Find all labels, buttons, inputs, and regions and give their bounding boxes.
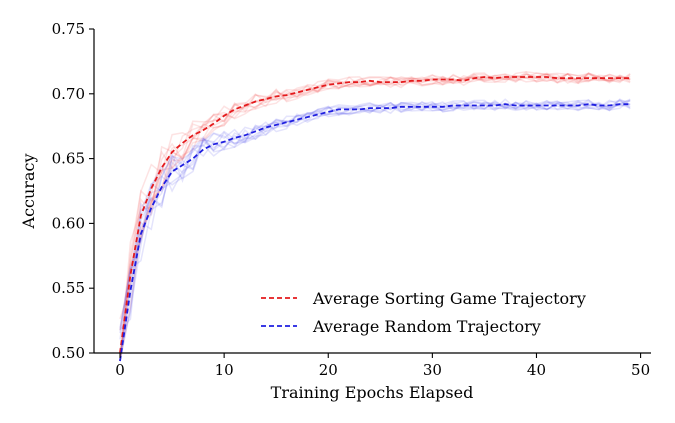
sorting-game-run-line <box>119 72 631 362</box>
random-run-line <box>119 98 631 334</box>
random-run-line <box>119 98 631 328</box>
y-tick-label: 0.65 <box>52 150 85 168</box>
x-tick-label: 30 <box>423 361 442 379</box>
y-axis-title: Accuracy <box>19 154 38 230</box>
sorting-game-run-line <box>119 72 631 362</box>
random-run-line <box>119 99 631 330</box>
legend: Average Sorting Game Trajectory Average … <box>261 289 586 336</box>
sorting-game-run-line <box>119 73 631 362</box>
x-ticks: 0 10 20 30 40 50 <box>115 353 650 379</box>
individual-runs <box>119 71 631 362</box>
y-tick-label: 0.70 <box>52 85 85 103</box>
average-sorting-game-line <box>119 76 631 354</box>
random-run-line <box>119 98 631 331</box>
sorting-game-run-line <box>119 73 631 362</box>
y-tick-label: 0.55 <box>52 279 85 297</box>
y-tick-label: 0.60 <box>52 214 85 232</box>
x-axis-title: Training Epochs Elapsed <box>271 383 474 402</box>
x-tick-label: 10 <box>215 361 234 379</box>
sorting-game-run-line <box>119 71 631 331</box>
legend-label-random: Average Random Trajectory <box>312 317 541 336</box>
sorting-game-run-line <box>119 72 631 362</box>
random-run-line <box>119 99 631 362</box>
random-run-line <box>119 101 631 362</box>
x-tick-label: 0 <box>115 361 125 379</box>
x-tick-label: 40 <box>527 361 546 379</box>
y-tick-label: 0.75 <box>52 20 85 38</box>
y-ticks: 0.50 0.55 0.60 0.65 0.70 0.75 <box>52 20 94 362</box>
x-tick-label: 20 <box>319 361 338 379</box>
legend-label-sorting: Average Sorting Game Trajectory <box>312 289 586 308</box>
x-tick-label: 50 <box>631 361 650 379</box>
average-trajectories <box>119 76 631 362</box>
random-run-line <box>119 100 631 340</box>
sorting-game-run-line <box>119 72 631 354</box>
average-random-line <box>119 103 631 362</box>
sorting-game-run-line <box>119 71 631 320</box>
random-run-line <box>119 98 631 362</box>
sorting-game-run-line <box>119 73 631 362</box>
random-run-line <box>119 98 631 362</box>
y-tick-label: 0.50 <box>52 344 85 362</box>
sorting-game-run-line <box>119 72 631 362</box>
